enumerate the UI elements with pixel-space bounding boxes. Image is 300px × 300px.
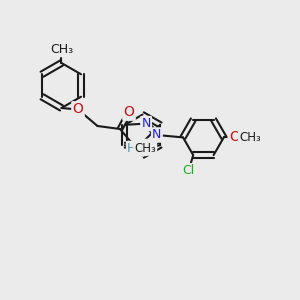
FancyBboxPatch shape	[243, 133, 257, 142]
FancyBboxPatch shape	[125, 109, 133, 116]
Text: N: N	[152, 128, 162, 142]
Text: N: N	[141, 140, 151, 153]
FancyBboxPatch shape	[184, 167, 194, 175]
Text: HN: HN	[127, 142, 146, 155]
Text: CH₃: CH₃	[134, 142, 156, 155]
Text: CH₃: CH₃	[50, 43, 73, 56]
FancyBboxPatch shape	[74, 106, 82, 113]
Text: O: O	[124, 106, 134, 119]
FancyBboxPatch shape	[130, 144, 143, 153]
Text: O: O	[73, 103, 83, 116]
Text: CH₃: CH₃	[239, 131, 261, 144]
FancyBboxPatch shape	[230, 134, 238, 141]
Text: Cl: Cl	[183, 164, 195, 177]
Text: N: N	[141, 117, 151, 130]
FancyBboxPatch shape	[153, 131, 161, 139]
FancyBboxPatch shape	[142, 142, 150, 150]
FancyBboxPatch shape	[142, 120, 150, 128]
FancyBboxPatch shape	[138, 144, 152, 153]
FancyBboxPatch shape	[55, 45, 68, 54]
Text: O: O	[229, 130, 240, 144]
